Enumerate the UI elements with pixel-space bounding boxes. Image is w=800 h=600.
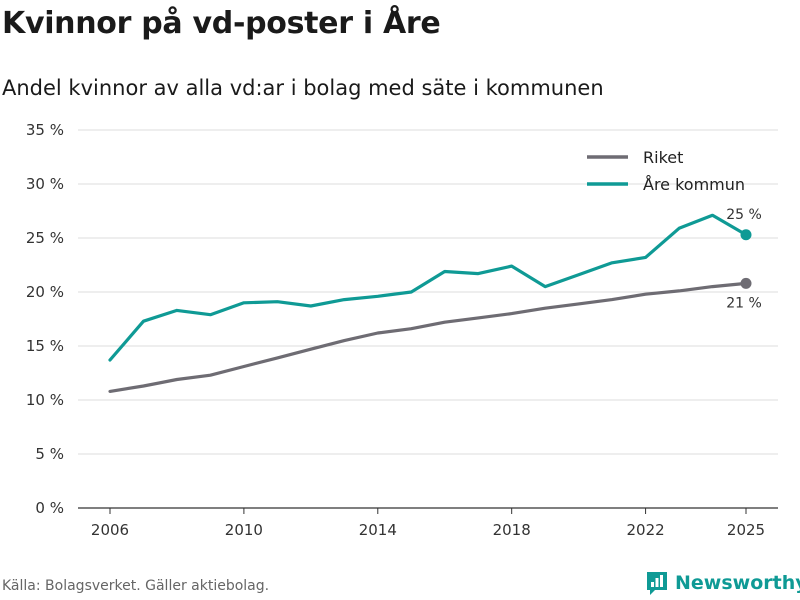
- y-tick-label: 15 %: [26, 337, 64, 355]
- legend-label: Åre kommun: [643, 175, 745, 194]
- x-tick-label: 2006: [91, 521, 129, 539]
- chart-subtitle: Andel kvinnor av alla vd:ar i bolag med …: [2, 76, 604, 100]
- series-line-riket: [108, 281, 748, 393]
- source-note: Källa: Bolagsverket. Gäller aktiebolag.: [2, 578, 270, 594]
- end-point--re-kommun: [740, 229, 752, 241]
- x-tick-label: 2014: [359, 521, 397, 539]
- brand-name: Newsworthy: [675, 572, 800, 594]
- end-label--re-kommun: 25 %: [726, 207, 762, 223]
- y-tick-label: 30 %: [26, 175, 64, 193]
- x-tick-label: 2010: [225, 521, 263, 539]
- y-tick-label: 10 %: [26, 391, 64, 409]
- series-lines: 21 % 25 %: [108, 207, 762, 393]
- x-tick-label: 2025: [727, 521, 765, 539]
- end-label-riket: 21 %: [726, 295, 762, 311]
- series-line--re-kommun: [108, 213, 748, 362]
- x-axis-ticks: 2006 2010 2014 2018 2022 2025: [91, 508, 765, 539]
- x-tick-label: 2018: [493, 521, 531, 539]
- y-tick-label: 20 %: [26, 283, 64, 301]
- legend-label: Riket: [643, 148, 683, 167]
- chart-title: Kvinnor på vd-poster i Åre: [2, 6, 441, 41]
- y-tick-label: 35 %: [26, 121, 64, 139]
- y-tick-label: 25 %: [26, 229, 64, 247]
- brand-logo: Newsworthy: [645, 570, 800, 596]
- legend: Riket Åre kommun: [587, 148, 745, 194]
- y-tick-label: 5 %: [35, 445, 64, 463]
- y-axis-ticks: 0 % 5 % 10 % 15 % 20 % 25 % 30 % 35 %: [26, 121, 64, 517]
- end-point-riket: [740, 277, 752, 289]
- newsworthy-logo-icon: [647, 572, 667, 595]
- y-tick-label: 0 %: [35, 499, 64, 517]
- x-tick-label: 2022: [626, 521, 664, 539]
